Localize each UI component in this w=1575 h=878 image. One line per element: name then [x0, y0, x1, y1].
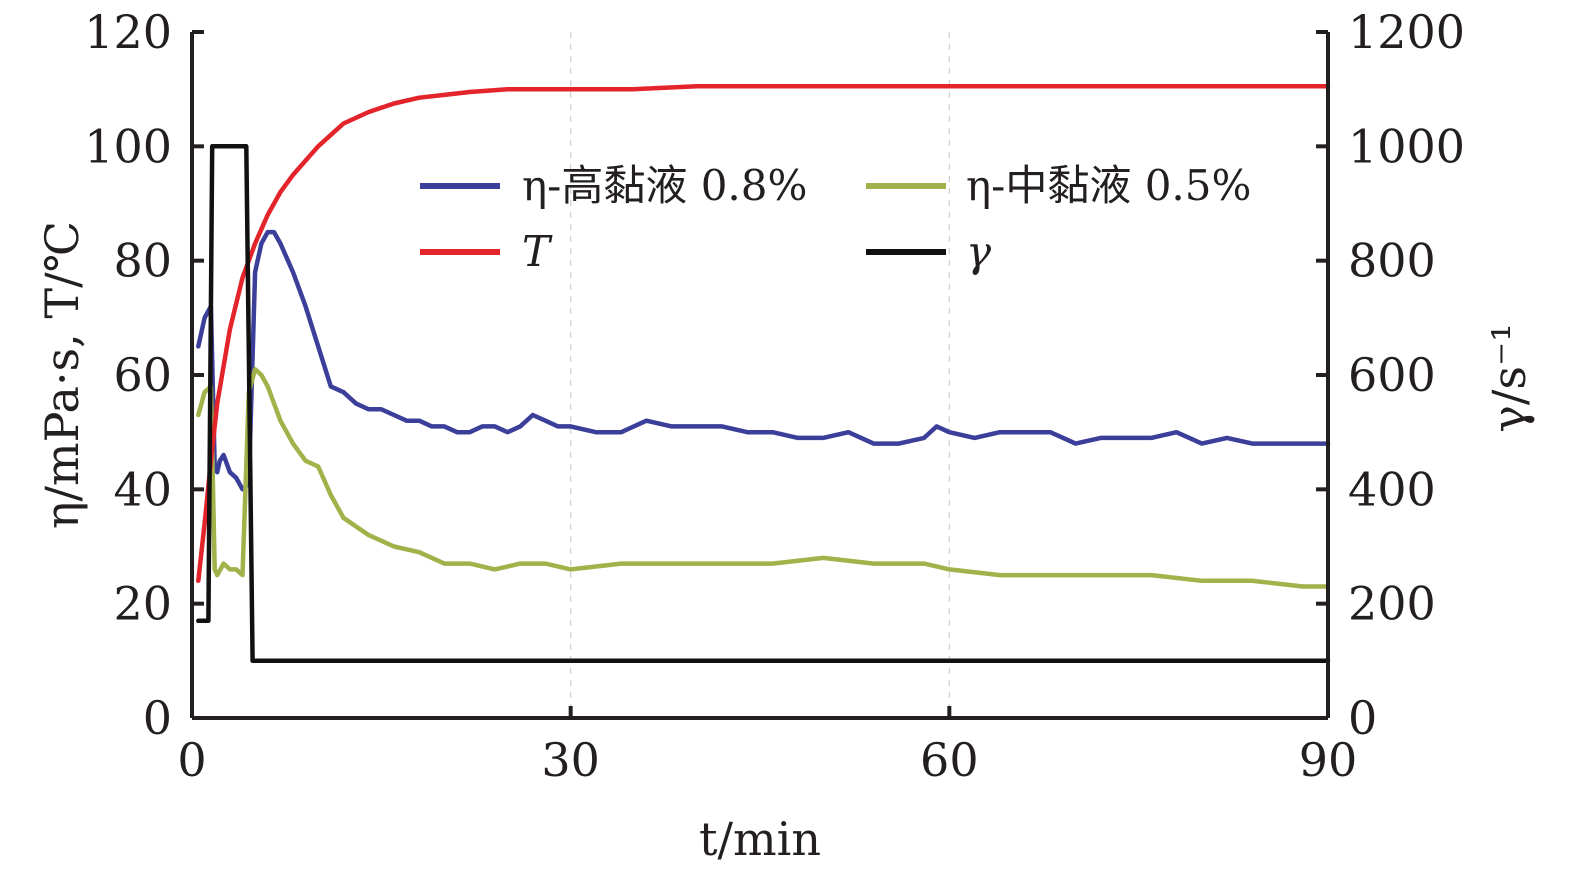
- y-right-tick-label: 600: [1348, 348, 1436, 402]
- x-tick-label: 90: [1299, 733, 1358, 787]
- y-left-tick-label: 80: [113, 234, 172, 288]
- series-layer: [196, 84, 1331, 664]
- y-left-tick-label: 20: [113, 577, 172, 631]
- y-left-tick-label: 120: [84, 5, 172, 59]
- legend: η-高黏液 0.8% η-中黏液 0.5% T γ: [420, 161, 1251, 276]
- y-left-tick-label: 0: [143, 691, 172, 745]
- legend-label-medium-viscosity: η-中黏液 0.5%: [966, 161, 1251, 210]
- y-right-tick-label: 400: [1348, 462, 1436, 516]
- legend-label-shear-rate: γ: [966, 227, 992, 276]
- series-line-2: [196, 84, 1331, 584]
- y-right-tick-label: 800: [1348, 234, 1436, 288]
- y-right-tick-label: 200: [1348, 577, 1436, 631]
- series-line-0: [196, 229, 1331, 492]
- y-left-tick-label: 60: [113, 348, 172, 402]
- y-right-tick-label: 1200: [1348, 5, 1465, 59]
- y-right-axis-title: γ/s⁻¹: [1482, 323, 1536, 432]
- legend-label-temperature: T: [522, 227, 553, 276]
- y-right-tick-label: 1000: [1348, 119, 1465, 173]
- y-left-tick-label: 40: [113, 462, 172, 516]
- legend-label-high-viscosity: η-高黏液 0.8%: [522, 161, 807, 210]
- ticks-layer: 0 30 60 90020406080100120020040060080010001…: [84, 5, 1465, 787]
- series-line-3: [196, 144, 1331, 664]
- y-left-tick-label: 100: [84, 119, 172, 173]
- x-axis-title: t/min: [699, 812, 821, 866]
- x-tick-label: 0: [177, 733, 206, 787]
- y-left-axis-title: η/mPa·s, T/℃: [35, 221, 89, 529]
- x-tick-label: 60: [920, 733, 979, 787]
- grid-layer: [570, 32, 950, 718]
- series-line-1: [196, 367, 1331, 589]
- axes-layer: [190, 32, 1330, 720]
- y-right-tick-label: 0: [1348, 691, 1377, 745]
- x-tick-label: 30: [541, 733, 600, 787]
